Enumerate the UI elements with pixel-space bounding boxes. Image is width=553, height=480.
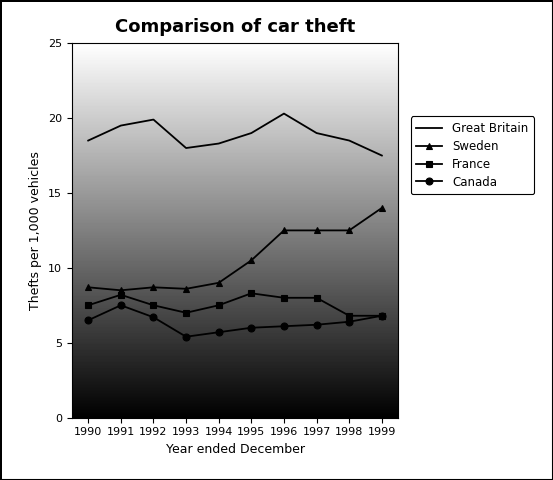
Sweden [183, 286, 190, 292]
France [85, 302, 92, 308]
Sweden [85, 285, 92, 290]
Sweden [281, 228, 288, 233]
Line: Great Britain: Great Britain [88, 114, 382, 156]
Sweden [150, 285, 157, 290]
Sweden [314, 228, 320, 233]
Great Britain [281, 111, 288, 117]
Canada [85, 317, 92, 323]
France [248, 290, 255, 296]
Sweden [248, 257, 255, 263]
Great Britain [85, 138, 92, 144]
Legend: Great Britain, Sweden, France, Canada: Great Britain, Sweden, France, Canada [410, 117, 534, 194]
X-axis label: Year ended December: Year ended December [165, 443, 305, 456]
Title: Comparison of car theft: Comparison of car theft [115, 18, 355, 36]
Canada [379, 313, 385, 319]
Sweden [346, 228, 353, 233]
Canada [150, 314, 157, 320]
Canada [118, 302, 124, 308]
France [281, 295, 288, 300]
Great Britain [314, 130, 320, 136]
Great Britain [118, 123, 124, 129]
Sweden [118, 288, 124, 293]
Canada [216, 329, 222, 335]
Canada [248, 325, 255, 331]
Canada [281, 324, 288, 329]
Great Britain [183, 145, 190, 151]
Canada [183, 334, 190, 340]
France [216, 302, 222, 308]
Great Britain [346, 138, 353, 144]
Great Britain [150, 117, 157, 122]
Canada [314, 322, 320, 328]
Great Britain [248, 130, 255, 136]
Great Britain [216, 141, 222, 146]
France [118, 292, 124, 298]
Line: Sweden: Sweden [85, 204, 385, 294]
Great Britain [379, 153, 385, 158]
Sweden [379, 205, 385, 211]
Sweden [216, 280, 222, 286]
France [379, 313, 385, 319]
France [346, 313, 353, 319]
Line: France: France [85, 290, 385, 319]
Line: Canada: Canada [85, 302, 385, 340]
France [314, 295, 320, 300]
France [183, 310, 190, 316]
Canada [346, 319, 353, 324]
France [150, 302, 157, 308]
Y-axis label: Thefts per 1,000 vehicles: Thefts per 1,000 vehicles [29, 151, 43, 310]
